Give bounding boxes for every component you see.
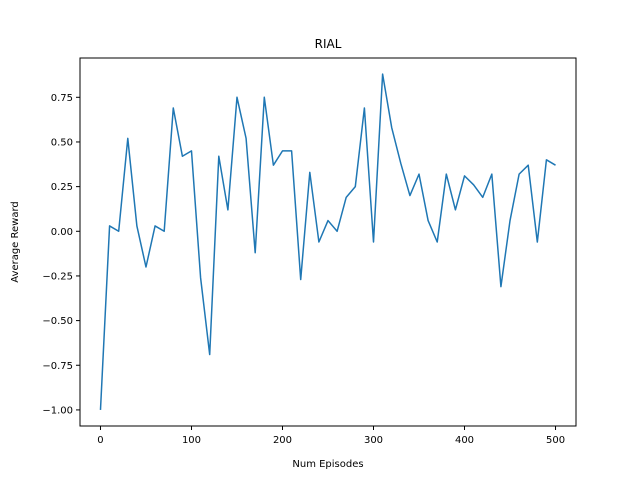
chart-title: RIAL: [315, 37, 342, 51]
y-tick-label: 0.75: [51, 93, 73, 104]
y-tick-label: −1.00: [42, 405, 73, 416]
plot-frame: [79, 57, 577, 427]
y-axis-label: Average Reward: [10, 201, 21, 282]
y-tick-label: −0.75: [42, 361, 73, 372]
y-tick-label: −0.50: [42, 316, 73, 327]
series-line-0: [99, 73, 556, 410]
x-tick-label: 300: [364, 435, 383, 446]
x-tick-label: 500: [546, 435, 565, 446]
y-tick-label: −0.25: [42, 271, 73, 282]
x-tick-label: 200: [273, 435, 292, 446]
x-tick-label: 100: [182, 435, 201, 446]
x-tick-label: 400: [455, 435, 474, 446]
axis-ticks: 0 100 200 300 400 500 −1.00 −0.75 −0.50 −0.25 0.00…: [42, 93, 565, 446]
x-tick-label: 0: [97, 435, 103, 446]
plot-lines: [99, 73, 556, 410]
y-tick-label: 0.50: [51, 137, 73, 148]
x-axis-label: Num Episodes: [292, 459, 363, 470]
y-tick-label: 0.00: [51, 227, 73, 238]
y-tick-label: 0.25: [51, 182, 73, 193]
